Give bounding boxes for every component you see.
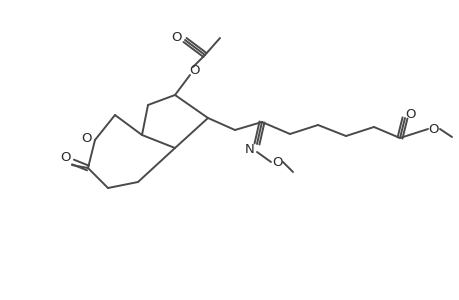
Text: O: O — [171, 31, 182, 44]
Text: O: O — [61, 151, 71, 164]
Text: O: O — [272, 155, 283, 169]
Text: N: N — [245, 142, 254, 155]
Text: O: O — [428, 122, 438, 136]
Text: O: O — [82, 131, 92, 145]
Text: O: O — [190, 64, 200, 76]
Text: O: O — [405, 107, 415, 121]
